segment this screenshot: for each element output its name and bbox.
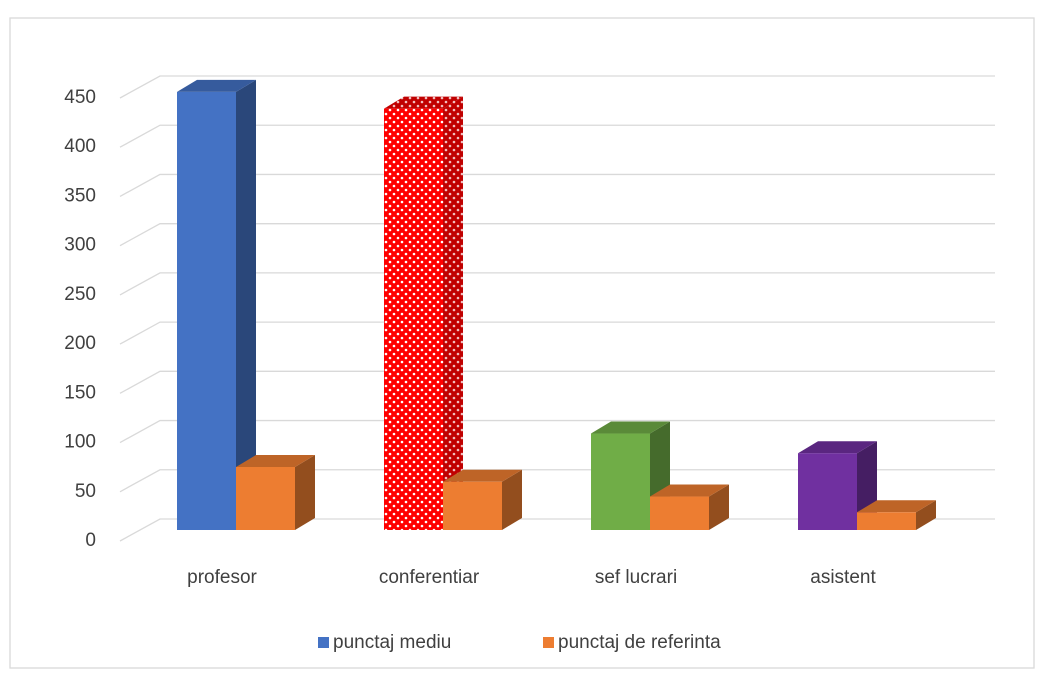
y-tick-label: 100 [64, 432, 96, 453]
bar [650, 496, 709, 530]
bar [443, 481, 502, 530]
y-tick-label: 300 [64, 235, 96, 256]
legend-swatch [543, 637, 554, 648]
bar [177, 91, 236, 530]
grid-line [119, 124, 995, 148]
bar-side [236, 79, 256, 530]
legend-swatch [318, 637, 329, 648]
bar [857, 512, 916, 530]
bar-top [236, 454, 315, 467]
bar [384, 108, 443, 530]
legend-label: punctaj de referinta [558, 632, 721, 653]
x-tick-label: profesor [187, 567, 257, 588]
chart-border [9, 17, 1035, 669]
y-tick-label: 50 [75, 481, 96, 502]
bar [236, 466, 295, 530]
grid-line [119, 173, 995, 198]
bar-side [443, 96, 463, 530]
x-tick-label: asistent [810, 567, 876, 588]
x-tick-label: conferentiar [379, 567, 480, 588]
bar-top [384, 96, 463, 109]
grid-line [119, 272, 995, 296]
y-tick-label: 450 [64, 87, 96, 108]
grid-line [119, 75, 995, 99]
bar-top [177, 79, 256, 92]
bar-top [857, 500, 936, 513]
grid-line [119, 469, 995, 493]
x-tick-label: sef lucrari [595, 567, 677, 588]
bar-top [798, 441, 877, 454]
bar-side [709, 484, 729, 530]
grid-line [119, 419, 995, 444]
bar [798, 453, 857, 530]
grid-line [119, 223, 995, 247]
bar [591, 433, 650, 530]
bar-top [650, 484, 729, 497]
legend-label: punctaj mediu [333, 632, 451, 653]
grid-line [119, 370, 995, 394]
bar-top [591, 421, 670, 434]
y-tick-label: 350 [64, 185, 96, 206]
y-tick-label: 0 [85, 530, 96, 551]
bar-top [443, 469, 522, 482]
y-tick-label: 150 [64, 382, 96, 403]
y-tick-label: 400 [64, 136, 96, 157]
bar-side [295, 454, 315, 530]
y-tick-label: 250 [64, 284, 96, 305]
grid-line [119, 321, 995, 345]
bar-side [916, 500, 936, 530]
y-tick-label: 200 [64, 333, 96, 354]
bar-side [502, 469, 522, 530]
